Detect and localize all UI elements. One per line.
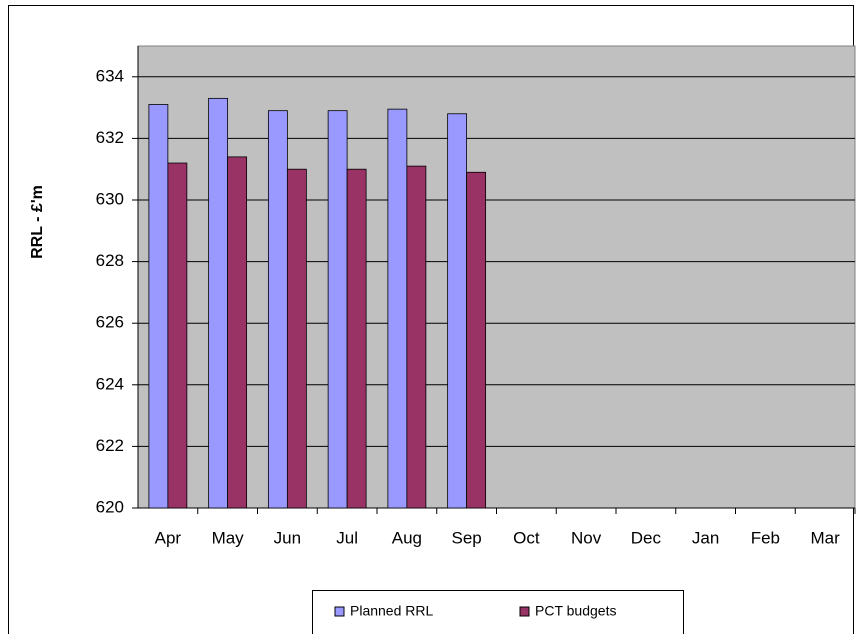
legend-swatch	[334, 606, 345, 617]
x-tick-label: Nov	[571, 528, 602, 547]
bar	[406, 165, 427, 509]
x-tick-label: Apr	[155, 528, 182, 547]
bar	[447, 113, 468, 509]
y-tick-label: 624	[96, 374, 124, 393]
y-tick-label: 634	[96, 66, 124, 85]
bar	[208, 97, 229, 509]
x-tick-label: May	[212, 528, 245, 547]
x-tick-label: Jan	[692, 528, 719, 547]
bar	[167, 162, 188, 509]
y-tick-label: 622	[96, 436, 124, 455]
plot-area	[137, 45, 856, 509]
x-tick-label: Feb	[751, 528, 780, 547]
y-tick-label: 628	[96, 251, 124, 270]
legend-label: Planned RRL	[350, 603, 433, 619]
bar	[327, 110, 348, 509]
y-tick-label: 620	[96, 497, 124, 516]
x-tick-label: Jun	[274, 528, 301, 547]
y-tick-label: 630	[96, 189, 124, 208]
x-tick-label: Oct	[513, 528, 540, 547]
legend-label: PCT budgets	[535, 603, 616, 619]
x-tick-label: Aug	[392, 528, 422, 547]
x-tick-label: Jul	[336, 528, 358, 547]
x-tick-label: Dec	[631, 528, 662, 547]
bar	[267, 110, 288, 509]
bar	[387, 108, 408, 509]
y-tick-label: 626	[96, 313, 124, 332]
bar	[466, 171, 487, 509]
y-axis-label: RRL - £'m	[29, 185, 46, 259]
y-tick-label: 632	[96, 128, 124, 147]
bar	[286, 168, 307, 509]
bar	[346, 168, 367, 509]
x-tick-label: Mar	[810, 528, 840, 547]
legend	[312, 590, 684, 634]
bar	[148, 104, 169, 509]
x-tick-label: Sep	[452, 528, 482, 547]
bar	[227, 156, 248, 509]
legend-swatch	[519, 606, 530, 617]
